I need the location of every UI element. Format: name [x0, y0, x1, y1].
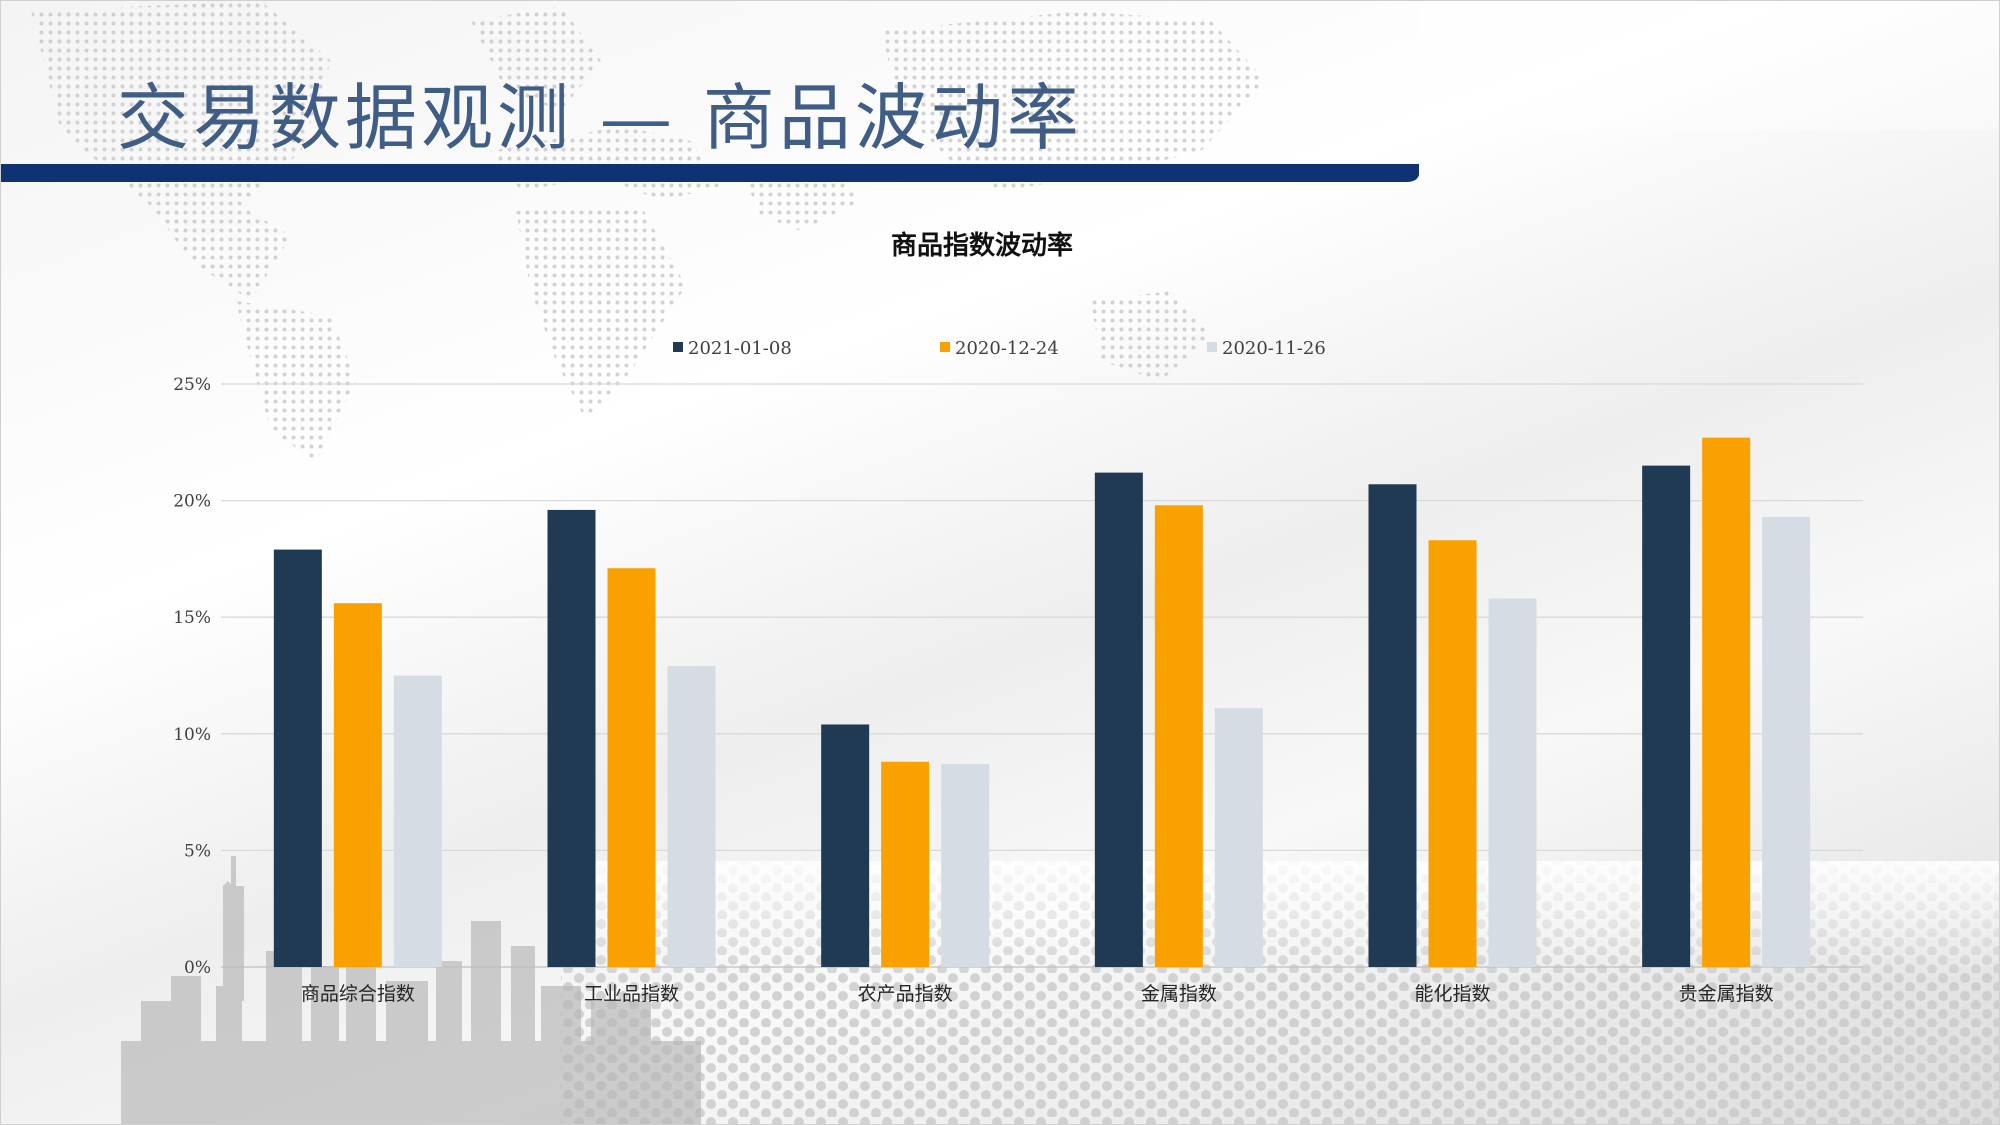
- world-map-dots: [31, 1, 1266, 461]
- chart-title: 商品指数波动率: [891, 230, 1073, 261]
- bar: [1094, 472, 1143, 967]
- y-tick-label: 5%: [184, 841, 211, 861]
- x-tick-label: 农产品指数: [858, 983, 953, 1005]
- bar: [1642, 465, 1691, 967]
- x-tick-label: 金属指数: [1141, 983, 1217, 1005]
- bar: [273, 549, 322, 967]
- bar: [667, 666, 716, 967]
- y-tick-label: 15%: [173, 608, 211, 628]
- bar: [1154, 505, 1203, 967]
- bar: [1702, 437, 1751, 967]
- legend-label: 2020-12-24: [955, 338, 1059, 359]
- x-tick-label: 工业品指数: [584, 983, 679, 1005]
- bar: [393, 675, 442, 967]
- bar: [821, 724, 870, 967]
- y-tick-label: 25%: [173, 375, 211, 395]
- x-tick-label: 贵金属指数: [1679, 983, 1774, 1005]
- legend-label: 2020-11-26: [1222, 338, 1326, 359]
- page-title: 交易数据观测 — 商品波动率: [117, 76, 1083, 160]
- bar: [1762, 516, 1811, 967]
- bar: [1488, 598, 1537, 967]
- y-tick-label: 0%: [184, 958, 211, 978]
- y-tick-label: 10%: [173, 725, 211, 745]
- legend-swatch: [1207, 342, 1217, 352]
- legend-swatch: [940, 342, 950, 352]
- header-bar: [1, 1, 1999, 182]
- bar: [1368, 484, 1417, 967]
- bar: [881, 761, 930, 967]
- x-tick-label: 能化指数: [1414, 983, 1490, 1005]
- bar: [1428, 540, 1477, 967]
- skyline-silhouette: [121, 856, 701, 1124]
- bar: [941, 764, 990, 967]
- legend-label: 2021-01-08: [688, 338, 792, 359]
- bar: [333, 603, 382, 967]
- legend-swatch: [673, 342, 683, 352]
- y-tick-label: 20%: [173, 492, 211, 512]
- bar: [1214, 708, 1263, 967]
- bar: [607, 568, 656, 967]
- x-tick-label: 商品综合指数: [301, 983, 415, 1005]
- bar: [547, 509, 596, 967]
